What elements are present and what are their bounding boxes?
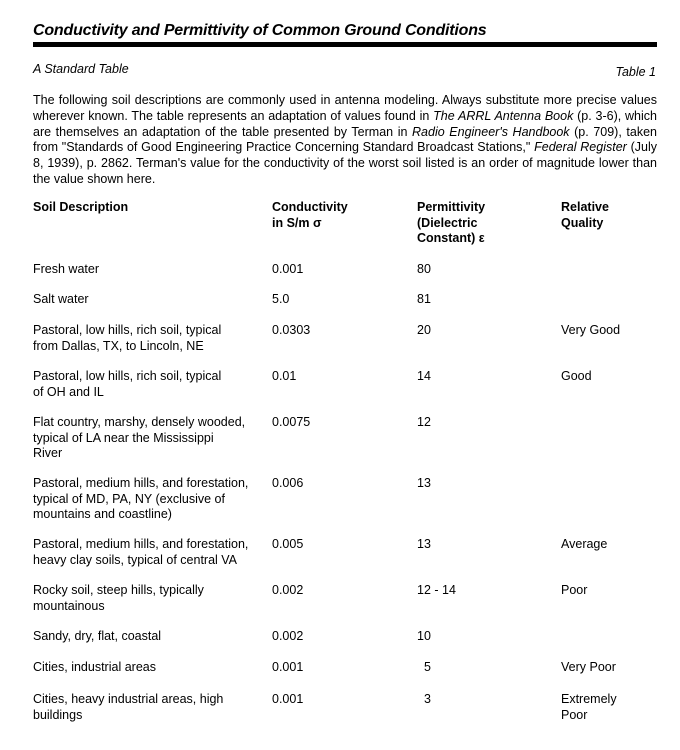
cell-permittivity: 3 xyxy=(417,692,431,706)
cell-conductivity: 0.005 xyxy=(272,537,304,551)
cell-conductivity: 0.01 xyxy=(272,369,297,383)
cell-soil-description: Pastoral, medium hills, and forestation,… xyxy=(33,476,249,521)
cell-permittivity: 13 xyxy=(417,537,431,551)
header-soil-description: Soil Description xyxy=(33,200,129,214)
cell-permittivity: 12 - 14 xyxy=(417,583,456,597)
cell-soil-description: Cities, heavy industrial areas, high bui… xyxy=(33,692,224,722)
cell-conductivity: 5.0 xyxy=(272,292,290,306)
cell-permittivity: 81 xyxy=(417,292,431,306)
intro-text: The following soil descriptions are comm… xyxy=(33,93,657,123)
cell-relative-quality: Poor xyxy=(561,583,588,597)
cell-soil-description: Sandy, dry, flat, coastal xyxy=(33,629,162,643)
cell-permittivity: 80 xyxy=(417,262,431,276)
cell-relative-quality: Average xyxy=(561,537,608,551)
intro-text: (p. 3-6), which are themselves an adapta… xyxy=(33,108,657,139)
cell-soil-description: Cities, industrial areas xyxy=(33,660,156,674)
cell-conductivity: 0.0303 xyxy=(272,323,311,337)
intro-text: (p. 709), taken from "Standards of Good … xyxy=(33,124,657,155)
page-title: Conductivity and Permittivity of Common … xyxy=(33,22,487,39)
subtitle: A Standard Table xyxy=(33,62,129,76)
cell-soil-description: Pastoral, medium hills, and forestation,… xyxy=(33,537,249,567)
header-relative-quality: Relative Quality xyxy=(561,200,609,230)
cell-relative-quality: Very Good xyxy=(561,323,621,337)
header-conductivity: Conductivity in S/m σ xyxy=(272,200,348,230)
cell-permittivity: 14 xyxy=(417,369,431,383)
cell-permittivity: 10 xyxy=(417,629,431,643)
cell-relative-quality: Good xyxy=(561,369,592,383)
cell-relative-quality: Extremely Poor xyxy=(561,692,617,722)
cell-conductivity: 0.002 xyxy=(272,629,304,643)
cell-soil-description: Salt water xyxy=(33,292,89,306)
cell-permittivity: 13 xyxy=(417,476,431,490)
cell-soil-description: Pastoral, low hills, rich soil, typical … xyxy=(33,323,222,353)
cell-conductivity: 0.001 xyxy=(272,262,304,276)
cell-conductivity: 0.0075 xyxy=(272,415,311,429)
cell-soil-description: Rocky soil, steep hills, typically mount… xyxy=(33,583,204,613)
table-number: Table 1 xyxy=(615,65,656,79)
book-title: The ARRL Antenna Book xyxy=(433,108,574,123)
cell-soil-description: Pastoral, low hills, rich soil, typical … xyxy=(33,369,222,399)
title-rule xyxy=(33,42,657,47)
cell-soil-description: Fresh water xyxy=(33,262,99,276)
book-title: Radio Engineer's Handbook xyxy=(412,124,570,139)
intro-text: (July 8, 1939), p. 2862. Terman's value … xyxy=(33,140,657,186)
header-permittivity: Permittivity (Dielectric Constant) ε xyxy=(417,200,486,245)
cell-conductivity: 0.006 xyxy=(272,476,304,490)
cell-soil-description: Flat country, marshy, densely wooded, ty… xyxy=(33,415,246,460)
cell-conductivity: 0.002 xyxy=(272,583,304,597)
publication-title: Federal Register xyxy=(534,140,627,155)
cell-conductivity: 0.001 xyxy=(272,660,304,674)
intro-paragraph: The following soil descriptions are comm… xyxy=(33,93,657,188)
cell-conductivity: 0.001 xyxy=(272,692,304,706)
cell-permittivity: 20 xyxy=(417,323,431,337)
cell-permittivity: 5 xyxy=(417,660,431,674)
cell-permittivity: 12 xyxy=(417,415,431,429)
cell-relative-quality: Very Poor xyxy=(561,660,616,674)
